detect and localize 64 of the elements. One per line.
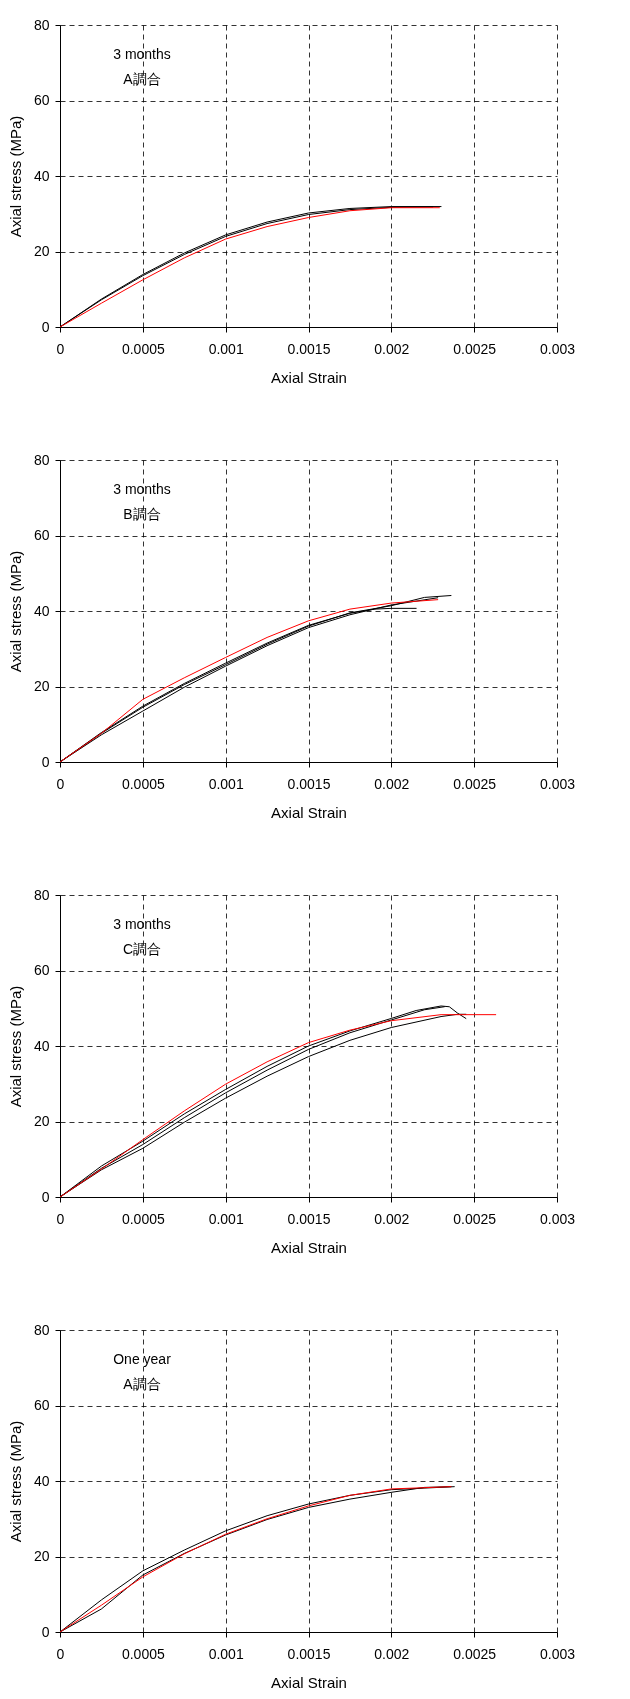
y-tick-label: 20 xyxy=(33,1113,50,1129)
x-tick-label: 0 xyxy=(56,1645,65,1662)
y-tick-label: 0 xyxy=(41,753,50,770)
y-tick-label: 40 xyxy=(33,1472,50,1489)
y-tick-label: 60 xyxy=(33,962,50,978)
x-tick-label: 0 xyxy=(56,340,65,357)
x-axis-title: Axial Strain xyxy=(271,1238,347,1256)
annotation: A調合 xyxy=(123,1376,161,1392)
annotation: C調合 xyxy=(122,941,162,957)
x-tick-label: 0.0025 xyxy=(453,1645,497,1662)
x-tick-label: 0.003 xyxy=(539,1210,576,1227)
x-tick-label: 0 xyxy=(56,1210,65,1227)
x-tick-label: 0.0005 xyxy=(121,775,165,792)
x-tick-label: 0.0025 xyxy=(453,340,497,357)
y-axis-title: Axial stress (MPa) xyxy=(6,550,24,673)
x-tick-label: 0.001 xyxy=(208,775,244,792)
annotation: 3 months xyxy=(113,46,171,62)
x-tick-label: 0.003 xyxy=(539,775,576,792)
y-tick-label: 60 xyxy=(33,527,50,543)
y-axis-title: Axial stress (MPa) xyxy=(6,1420,24,1543)
y-tick-label: 80 xyxy=(33,451,50,468)
y-axis-title: Axial stress (MPa) xyxy=(6,115,24,238)
annotation: 3 months xyxy=(113,481,171,497)
x-tick-label: 0.002 xyxy=(374,1210,410,1227)
annotation: A調合 xyxy=(123,71,161,87)
x-tick-label: 0.0005 xyxy=(121,1645,165,1662)
y-tick-label: 80 xyxy=(33,1321,50,1338)
y-tick-label: 20 xyxy=(33,243,50,259)
annotation: 3 months xyxy=(113,916,171,932)
y-tick-label: 0 xyxy=(41,1188,50,1205)
y-axis-title: Axial stress (MPa) xyxy=(6,985,24,1108)
y-tick-label: 20 xyxy=(33,678,50,694)
y-tick-label: 80 xyxy=(33,886,50,903)
x-tick-label: 0.003 xyxy=(539,340,576,357)
y-tick-label: 0 xyxy=(41,1623,50,1640)
y-tick-label: 0 xyxy=(41,318,50,335)
x-tick-label: 0.0025 xyxy=(453,775,497,792)
x-tick-label: 0.003 xyxy=(539,1645,576,1662)
x-tick-label: 0.0015 xyxy=(287,775,331,792)
y-tick-label: 60 xyxy=(33,1397,50,1413)
y-tick-label: 60 xyxy=(33,92,50,108)
x-tick-label: 0.0005 xyxy=(121,1210,165,1227)
annotation: One year xyxy=(113,1351,172,1367)
x-axis-title: Axial Strain xyxy=(271,368,347,386)
x-tick-label: 0.002 xyxy=(374,775,410,792)
y-tick-label: 40 xyxy=(33,602,50,619)
x-tick-label: 0.0015 xyxy=(287,340,331,357)
y-tick-label: 40 xyxy=(33,167,50,184)
annotation: B調合 xyxy=(123,506,161,522)
x-tick-label: 0.002 xyxy=(374,1645,410,1662)
x-tick-label: 0 xyxy=(56,775,65,792)
x-tick-label: 0.001 xyxy=(208,340,244,357)
y-tick-label: 80 xyxy=(33,16,50,33)
x-axis-title: Axial Strain xyxy=(271,803,347,821)
y-tick-label: 20 xyxy=(33,1548,50,1564)
x-tick-label: 0.001 xyxy=(208,1210,244,1227)
x-tick-label: 0.001 xyxy=(208,1645,244,1662)
x-tick-label: 0.0015 xyxy=(287,1210,331,1227)
x-axis-title: Axial Strain xyxy=(271,1673,347,1691)
x-tick-label: 0.0025 xyxy=(453,1210,497,1227)
x-tick-label: 0.0015 xyxy=(287,1645,331,1662)
x-tick-label: 0.0005 xyxy=(121,340,165,357)
y-tick-label: 40 xyxy=(33,1037,50,1054)
x-tick-label: 0.002 xyxy=(374,340,410,357)
